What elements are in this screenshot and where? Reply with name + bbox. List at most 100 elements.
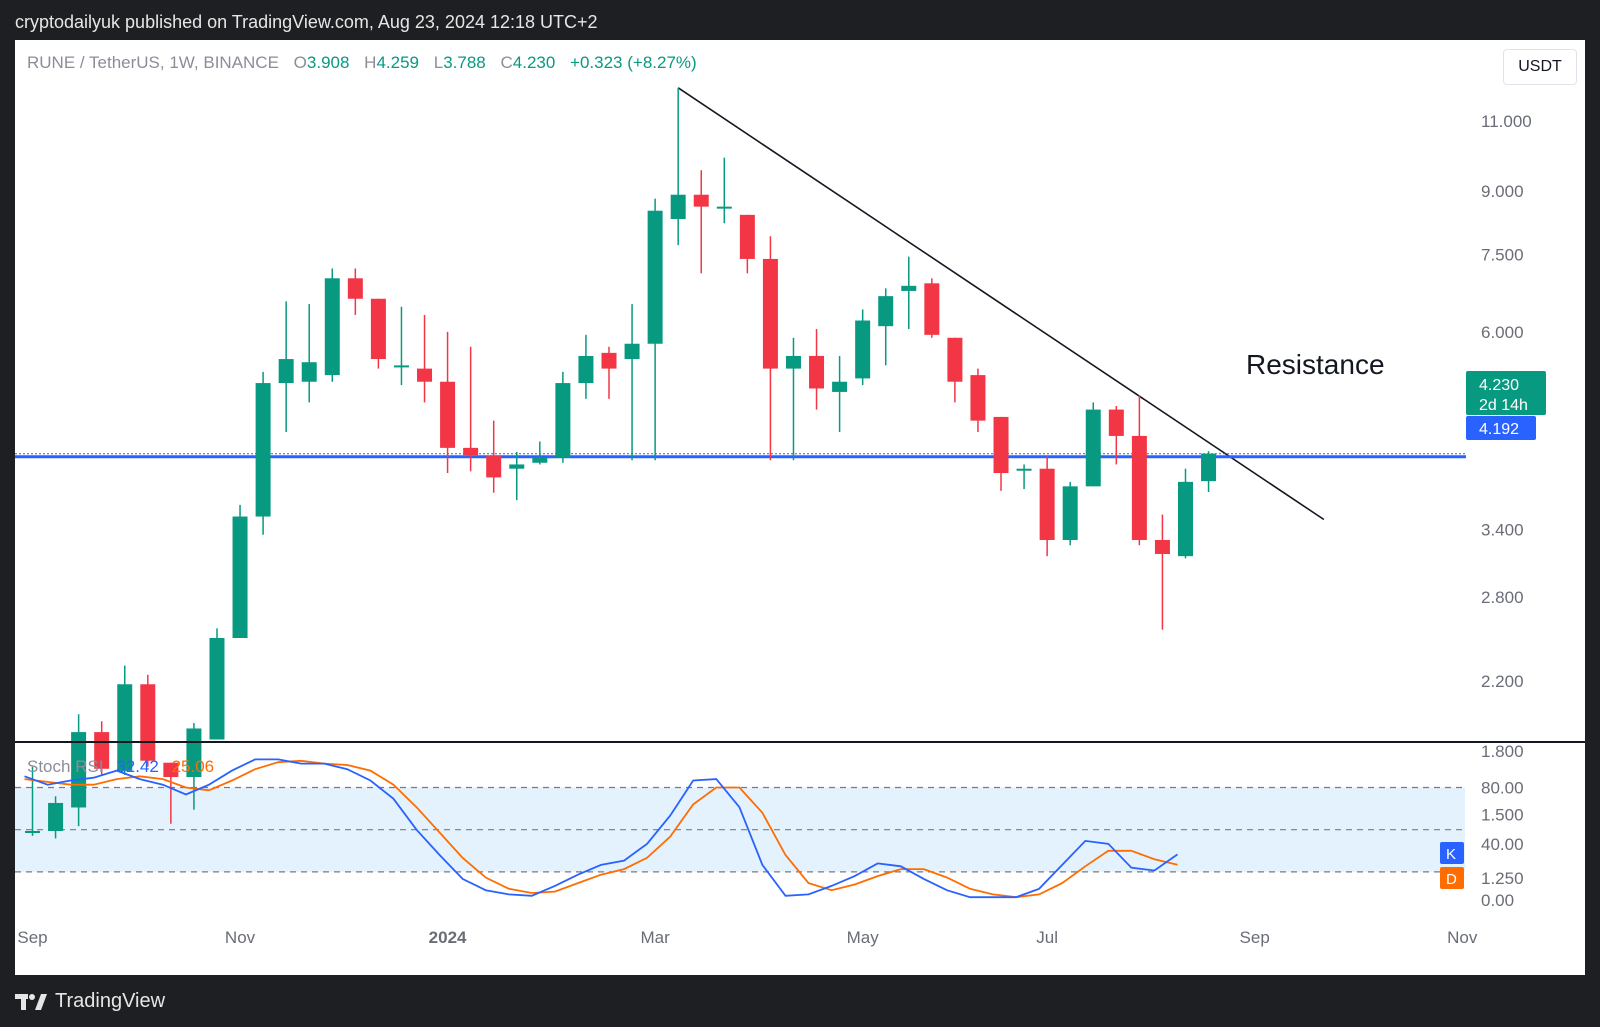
- candle-body: [278, 359, 294, 384]
- candle-body: [417, 368, 433, 382]
- candle-body: [163, 762, 179, 778]
- price-tick-label: 3.400: [1481, 521, 1524, 540]
- candle-body: [947, 337, 963, 382]
- candle-body: [301, 362, 317, 382]
- candle-body: [509, 464, 525, 469]
- candle-body: [25, 830, 40, 833]
- price-tick-label: 1.250: [1481, 869, 1524, 888]
- stoch-tick-label: 40.00: [1481, 835, 1524, 854]
- chart-panel[interactable]: 11.0009.0007.5006.0005.0003.4002.8002.20…: [15, 40, 1585, 975]
- k-tag: K: [1440, 842, 1464, 864]
- stoch-d-line: [24, 759, 1178, 899]
- candle: [370, 298, 386, 369]
- candle: [117, 665, 133, 775]
- candle: [970, 368, 986, 433]
- time-tick-label: Nov: [225, 928, 256, 947]
- candle-body: [601, 352, 617, 369]
- price-tick-label: 6.000: [1481, 323, 1524, 342]
- candle-body: [1154, 539, 1170, 554]
- candle: [209, 628, 225, 740]
- candle: [463, 346, 479, 472]
- candle-body: [1085, 409, 1101, 487]
- candle-body: [370, 298, 386, 360]
- price-tick-label: 2.800: [1481, 588, 1524, 607]
- d-tag-label: D: [1446, 871, 1457, 888]
- candle: [624, 304, 640, 461]
- candle: [301, 304, 317, 403]
- candle-body: [140, 684, 156, 761]
- candle: [762, 236, 778, 461]
- candle-body: [1178, 481, 1193, 557]
- candle-body: [1108, 409, 1124, 436]
- candle-body: [1131, 435, 1147, 540]
- candle-body: [555, 383, 571, 458]
- candle-body: [324, 278, 340, 376]
- candle: [48, 796, 64, 839]
- candle-body: [809, 355, 825, 389]
- candle: [901, 256, 917, 330]
- price-tick-label: 2.200: [1481, 672, 1524, 691]
- currency-button[interactable]: USDT: [1503, 49, 1577, 85]
- candle-body: [924, 283, 940, 335]
- candle-body: [393, 365, 409, 368]
- candle: [140, 674, 156, 767]
- change-value: +0.323 (+8.27%): [570, 53, 697, 72]
- candle-body: [901, 285, 917, 291]
- resistance-annotation: Resistance: [1246, 349, 1385, 380]
- candle: [785, 337, 801, 461]
- low-label: L: [433, 53, 444, 72]
- tradingview-footer[interactable]: TradingView: [15, 990, 165, 1013]
- price-tick-label: 1.800: [1481, 742, 1524, 761]
- price-tick-label: 7.500: [1481, 245, 1524, 264]
- candle: [186, 723, 202, 810]
- chart-canvas[interactable]: 11.0009.0007.5006.0005.0003.4002.8002.20…: [15, 40, 1585, 975]
- candle: [716, 157, 732, 224]
- candle-body: [878, 296, 894, 327]
- candle: [993, 416, 1009, 491]
- candle: [739, 214, 755, 274]
- candle-body: [670, 194, 686, 220]
- candle-body: [832, 381, 848, 392]
- candle: [1039, 456, 1055, 557]
- stoch-legend[interactable]: Stoch RSI 32.42 25.06: [27, 757, 214, 777]
- stoch-tick-label: 0.00: [1481, 891, 1514, 910]
- candle: [1085, 402, 1101, 487]
- candle: [947, 337, 963, 403]
- stoch-tick-label: 80.00: [1481, 779, 1524, 798]
- candle: [1131, 395, 1147, 546]
- candle: [832, 355, 848, 433]
- stoch-k-value: 32.42: [116, 757, 159, 776]
- candle: [393, 306, 409, 386]
- candle: [1062, 481, 1078, 546]
- candle-body: [693, 194, 709, 207]
- candle: [163, 762, 179, 824]
- candle-body: [347, 278, 363, 299]
- candle-body: [578, 355, 594, 384]
- stoch-name[interactable]: Stoch RSI: [27, 757, 104, 776]
- candle: [809, 329, 825, 410]
- symbol-legend[interactable]: RUNE / TetherUS, 1W, BINANCE O3.908 H4.2…: [27, 53, 697, 73]
- candle-body: [1039, 468, 1055, 540]
- high-label: H: [364, 53, 377, 72]
- candle: [278, 301, 294, 433]
- symbol-title[interactable]: RUNE / TetherUS, 1W, BINANCE: [27, 53, 279, 72]
- publisher-header: cryptodailyuk published on TradingView.c…: [15, 12, 598, 32]
- resistance-trendline: [677, 87, 1325, 521]
- candle-body: [647, 210, 663, 344]
- candle-body: [255, 383, 271, 517]
- stoch-band: [15, 787, 1465, 872]
- time-tick-label: Sep: [17, 928, 47, 947]
- candle-body: [716, 206, 732, 209]
- price-tick-label: 11.000: [1481, 112, 1532, 131]
- candle: [1016, 464, 1032, 490]
- candle-body: [486, 456, 502, 478]
- candle: [670, 87, 686, 246]
- candle-body: [1062, 486, 1078, 540]
- candle-body: [232, 516, 248, 638]
- candle-body: [48, 802, 64, 831]
- line-price-value: 4.192: [1479, 421, 1519, 438]
- tradingview-logo-icon: [15, 993, 47, 1010]
- stoch-d-value: 25.06: [171, 757, 215, 776]
- tradingview-brand[interactable]: TradingView: [55, 990, 166, 1012]
- candle: [440, 331, 456, 474]
